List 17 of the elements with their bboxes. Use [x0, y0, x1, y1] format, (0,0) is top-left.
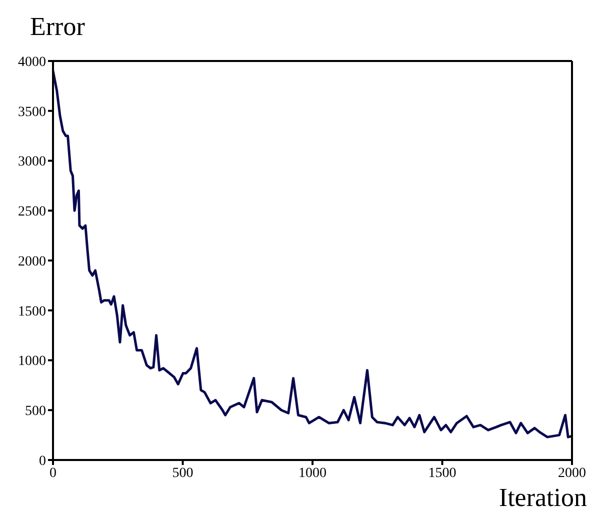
- y-tick-label: 1000: [18, 354, 46, 370]
- x-tick-label: 2000: [558, 466, 586, 481]
- y-tick-label: 2500: [18, 204, 46, 220]
- y-tick-label: 0: [39, 454, 46, 469]
- y-tick-label: 500: [25, 404, 46, 420]
- y-tick-label: 3500: [18, 104, 46, 120]
- y-tick-label: 1500: [18, 304, 46, 320]
- x-tick-label: 500: [172, 466, 194, 481]
- line-series: [53, 70, 572, 438]
- y-tick-label: 3000: [18, 154, 46, 170]
- x-tick-label: 1500: [428, 466, 456, 481]
- y-tick-label: 2000: [18, 254, 46, 270]
- x-axis-title: Iteration: [498, 483, 587, 513]
- x-tick-label: 0: [50, 466, 56, 481]
- x-tick-label: 1000: [298, 466, 326, 481]
- y-tick-label: 4000: [18, 54, 46, 70]
- y-axis-title: Error: [30, 12, 85, 42]
